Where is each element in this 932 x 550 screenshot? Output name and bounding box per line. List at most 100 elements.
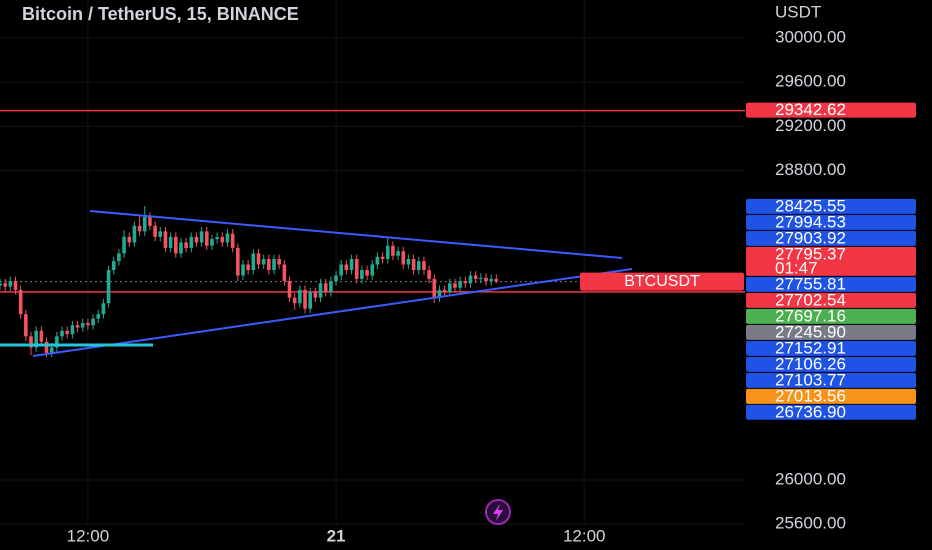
candle-body [422,261,426,271]
y-tick-label: 30000.00 [775,27,846,46]
candle-body [184,242,188,248]
candle-body [163,231,168,248]
price-label-box [746,214,916,230]
candle-body [204,231,209,246]
candle-body [323,283,328,293]
candle-body [272,258,276,271]
candle-body [396,251,400,256]
candle-body [55,336,59,348]
candle-body [401,251,406,265]
replay-icon[interactable] [485,499,511,525]
price-label: 29342.62 [775,100,846,119]
price-label-box [746,324,916,340]
candle-body [0,283,2,286]
candle-body [318,283,323,298]
candle-body [220,236,225,243]
candle-body [189,236,194,248]
candle-body [91,318,95,326]
candle-body [80,323,85,328]
candle-body [75,325,80,328]
candle-body [65,330,70,335]
icon-bolt[interactable] [493,504,503,521]
candle-body [13,281,18,290]
trend-line-upper [89,210,623,259]
y-tick-label: 25600.00 [775,514,846,533]
chart-title: Bitcoin / TetherUS, 15, BINANCE [22,4,299,24]
x-tick-label: 12:00 [563,526,606,545]
candle-body [246,264,250,271]
price-label-box [746,276,916,292]
price-label: 27245.90 [775,322,846,341]
candle-body [411,258,416,271]
countdown: 01:47 [775,258,818,277]
price-label: 27702.54 [775,290,846,309]
candle-body [406,258,411,265]
candle-body [287,281,292,298]
price-label: 27013.56 [775,386,846,405]
price-label: 27103.77 [775,370,846,389]
candle-body [117,253,121,262]
price-label: 27697.16 [775,306,846,325]
candle-body [24,314,28,337]
candle-body [292,297,297,304]
candle-body [96,314,101,319]
price-label: 27994.53 [775,212,846,231]
price-label-box [746,404,916,420]
candle-body [101,303,106,315]
candle-body [111,261,116,271]
candle-body [447,283,452,293]
y-tick-label: 29600.00 [775,72,846,91]
candle-body [334,275,338,282]
candle-body [148,216,152,226]
drawings [0,210,633,357]
price-label-box [746,356,916,372]
price-label-box [746,340,916,356]
candle-body [365,270,369,276]
candle-body [137,225,142,232]
candle-body [458,281,462,288]
candle-body [354,258,359,279]
candle-body [468,275,473,284]
candle-body [360,270,364,279]
candle-body [215,236,219,240]
candle-body [313,292,318,298]
x-tick-label: 21 [327,526,346,545]
candle-body [282,264,287,282]
candle-body [106,270,111,304]
candle-body [49,347,54,353]
symbol-label-box [580,272,744,291]
candle-body [8,281,13,287]
trend-line-lower [32,268,633,357]
candle-body [453,283,457,288]
candle-body [385,245,390,259]
candle-body [298,289,302,304]
candle-body [168,236,173,248]
candle-body [3,283,7,287]
candle-body [251,253,256,271]
candle-body [230,233,235,248]
candles [0,205,499,358]
candle-body [127,236,132,243]
axis-unit: USDT [775,2,821,21]
price-labels: 29342.62 28425.5527994.5327903.9227795.37… [580,100,916,421]
candle-body [375,256,380,265]
price-label-box [746,102,916,118]
candle-body [479,277,483,279]
candle-body [179,242,183,254]
candle-body [241,264,245,276]
candle-body [349,258,354,271]
price-label: 27755.81 [775,274,846,293]
candle-body [442,289,447,293]
y-tick-label: 28800.00 [775,160,846,179]
price-label: 27106.26 [775,354,846,373]
price-label-box [746,246,916,276]
candle-body [86,323,90,326]
price-label-box [746,372,916,388]
candle-body [344,264,349,271]
x-tick-label: 12:00 [67,526,110,545]
candle-body [437,289,442,298]
candle-body [60,330,64,337]
price-label-box [746,308,916,324]
price-label: 27152.91 [775,338,846,357]
